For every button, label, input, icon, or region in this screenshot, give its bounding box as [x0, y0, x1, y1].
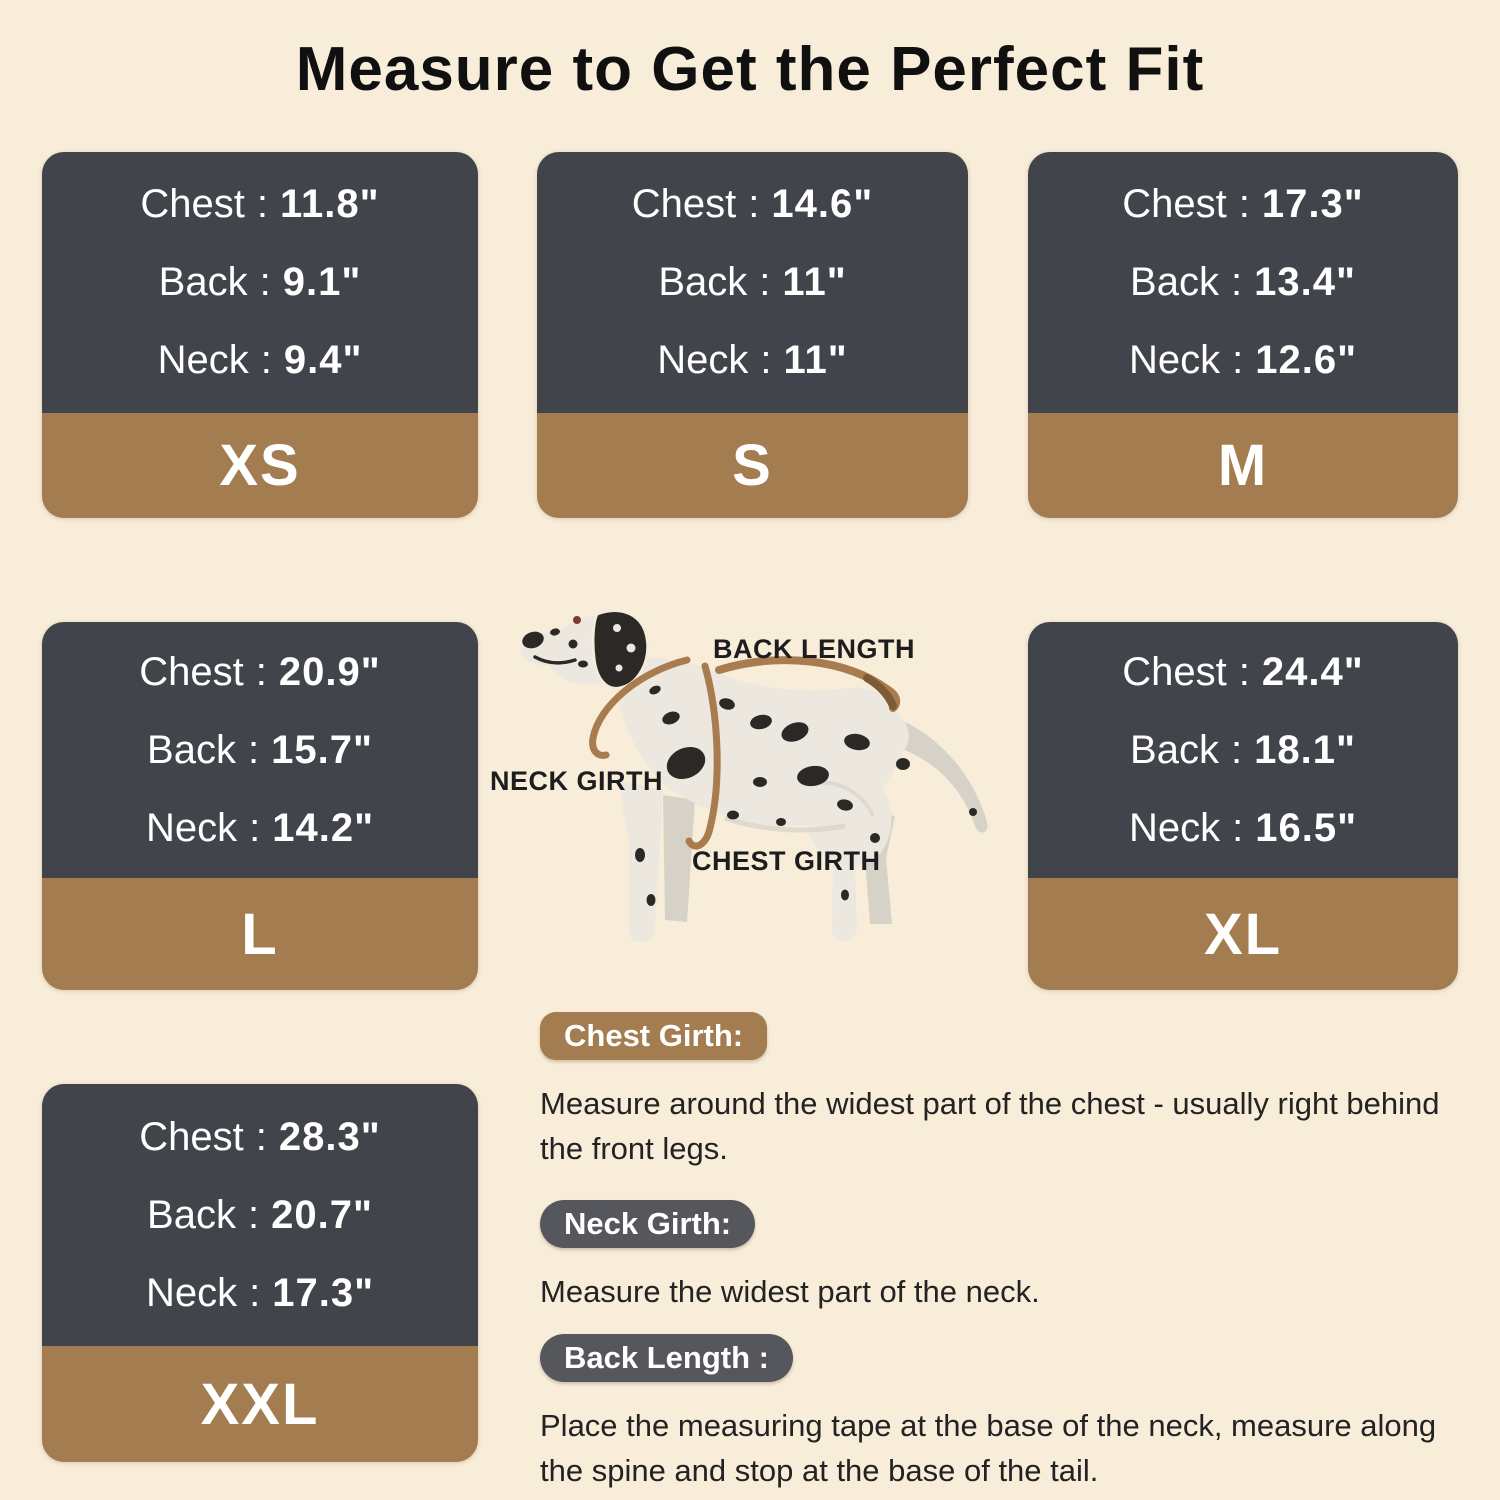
back-length-badge: Back Length : — [540, 1334, 793, 1382]
measurement-chest: Chest:20.9" — [139, 649, 381, 694]
measurement-back: Back:20.7" — [147, 1192, 373, 1237]
measurement-chest: Chest:17.3" — [1122, 182, 1364, 226]
chest-girth-label: CHEST GIRTH — [692, 846, 881, 876]
measurement-back: Back:13.4" — [1130, 260, 1356, 304]
measurement-back: Back:15.7" — [147, 727, 373, 772]
measurement-diagram: BACK LENGTH NECK GIRTH CHEST GIRTH — [480, 590, 1020, 1010]
size-label: S — [537, 413, 968, 518]
neck-girth-text: Measure the widest part of the neck. — [540, 1274, 1040, 1309]
back-length-label: BACK LENGTH — [713, 634, 915, 664]
size-label: L — [42, 878, 478, 990]
chest-girth-badge: Chest Girth: — [540, 1012, 768, 1060]
measurement-neck: Neck:11" — [657, 338, 848, 382]
measurement-neck: Neck:16.5" — [1128, 805, 1358, 850]
size-card-xl: Chest:24.4" Back:18.1" Neck:16.5" XL — [1028, 622, 1458, 990]
instruction-chest-girth: Chest Girth: Measure around the widest p… — [540, 1012, 1470, 1172]
measurement-chest: Chest:28.3" — [139, 1114, 381, 1159]
measurement-back: Back:18.1" — [1130, 727, 1356, 772]
size-card-xl-measurements: Chest:24.4" Back:18.1" Neck:16.5" — [1028, 622, 1458, 878]
measurement-chest: Chest:11.8" — [140, 182, 380, 226]
size-card-m-measurements: Chest:17.3" Back:13.4" Neck:12.6" — [1028, 152, 1458, 413]
size-label: XS — [42, 413, 478, 518]
neck-girth-badge: Neck Girth: — [540, 1200, 756, 1248]
measurement-back: Back:9.1" — [158, 260, 362, 304]
size-label: XL — [1028, 878, 1458, 990]
measurement-neck: Neck:14.2" — [145, 805, 375, 850]
size-card-xs: Chest:11.8" Back:9.1" Neck:9.4" XS — [42, 152, 478, 518]
size-card-m: Chest:17.3" Back:13.4" Neck:12.6" M — [1028, 152, 1458, 518]
size-card-s-measurements: Chest:14.6" Back:11" Neck:11" — [537, 152, 968, 413]
instruction-back-length: Back Length : Place the measuring tape a… — [540, 1334, 1470, 1494]
size-card-xxl: Chest:28.3" Back:20.7" Neck:17.3" XXL — [42, 1084, 478, 1462]
size-card-xs-measurements: Chest:11.8" Back:9.1" Neck:9.4" — [42, 152, 478, 413]
size-card-l: Chest:20.9" Back:15.7" Neck:14.2" L — [42, 622, 478, 990]
chest-girth-text: Measure around the widest part of the ch… — [540, 1086, 1440, 1166]
neck-girth-label: NECK GIRTH — [490, 766, 663, 796]
size-card-s: Chest:14.6" Back:11" Neck:11" S — [537, 152, 968, 518]
dalmatian-dog-illustration — [521, 609, 988, 942]
size-label: M — [1028, 413, 1458, 518]
size-card-l-measurements: Chest:20.9" Back:15.7" Neck:14.2" — [42, 622, 478, 878]
measurement-neck: Neck:12.6" — [1128, 338, 1358, 382]
measurement-chest: Chest:14.6" — [631, 182, 874, 226]
size-card-xxl-measurements: Chest:28.3" Back:20.7" Neck:17.3" — [42, 1084, 478, 1346]
page-title: Measure to Get the Perfect Fit — [295, 35, 1205, 104]
instruction-neck-girth: Neck Girth: Measure the widest part of t… — [540, 1200, 1470, 1315]
measurement-chest: Chest:24.4" — [1122, 649, 1364, 694]
back-length-text: Place the measuring tape at the base of … — [540, 1408, 1437, 1488]
measurement-neck: Neck:9.4" — [157, 338, 363, 382]
measurement-back: Back:11" — [658, 260, 847, 304]
size-label: XXL — [42, 1346, 478, 1462]
measurement-neck: Neck:17.3" — [145, 1270, 375, 1315]
